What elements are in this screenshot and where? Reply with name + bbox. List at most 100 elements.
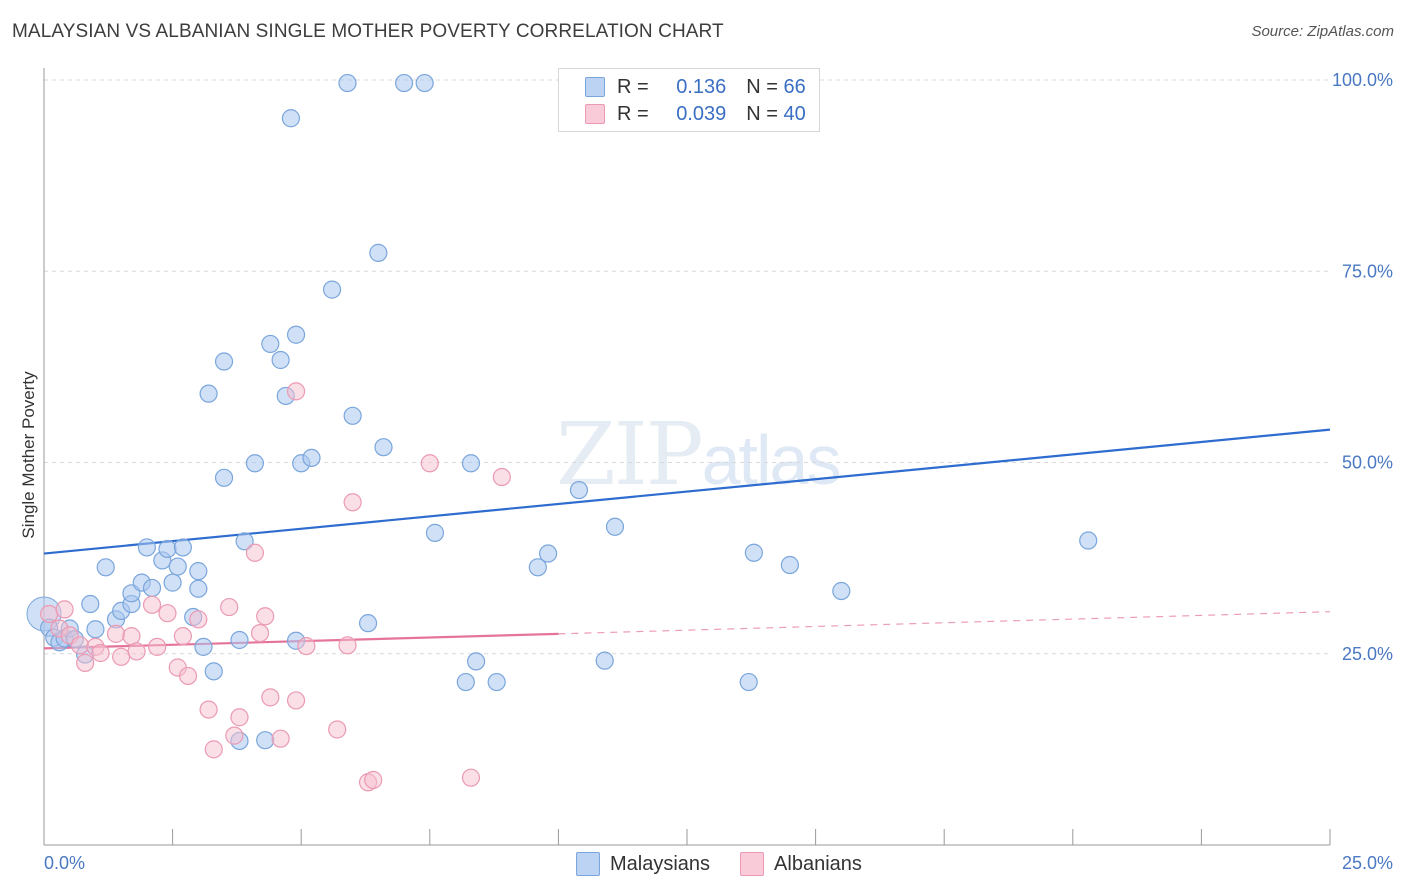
albanians-point bbox=[55, 600, 74, 619]
legend-swatch-pink bbox=[740, 852, 765, 876]
malaysians-point bbox=[230, 630, 249, 650]
albanians-point bbox=[420, 454, 439, 473]
albanians-point bbox=[40, 604, 59, 624]
legend-swatch-pink bbox=[585, 104, 605, 124]
albanians-point bbox=[338, 636, 357, 655]
malaysians-point bbox=[374, 438, 393, 457]
y-tick-label: 75.0% bbox=[1342, 261, 1393, 281]
malaysians-point bbox=[394, 73, 414, 93]
legend-r-label: R = bbox=[617, 102, 649, 125]
malaysians-point bbox=[539, 544, 558, 563]
malaysians-point bbox=[96, 558, 115, 577]
albanians-point bbox=[256, 607, 275, 626]
legend-r-label: R = bbox=[617, 75, 649, 98]
malaysians-point bbox=[168, 557, 187, 576]
malaysians-point bbox=[605, 517, 625, 536]
malaysians-point bbox=[466, 652, 486, 671]
albanians-point bbox=[204, 740, 223, 759]
legend-n-label: N = bbox=[746, 102, 778, 125]
malaysians-point bbox=[235, 532, 254, 551]
malaysians-point bbox=[214, 352, 234, 371]
legend-n-value: 40 bbox=[783, 102, 806, 125]
malaysians-point bbox=[302, 448, 321, 468]
y-axis-label: Single Mother Poverty bbox=[19, 371, 38, 539]
malaysians-point bbox=[415, 73, 434, 93]
albanians-point bbox=[91, 643, 110, 663]
trend-line-malaysians bbox=[43, 428, 1331, 555]
albanians-point bbox=[106, 624, 126, 643]
albanians-point bbox=[286, 382, 306, 401]
legend-label-malaysians: Malaysians bbox=[610, 852, 711, 875]
malaysians-point bbox=[189, 579, 208, 598]
albanians-point bbox=[76, 653, 95, 673]
malaysians-point bbox=[343, 406, 362, 425]
axes bbox=[43, 68, 1331, 846]
malaysians-point bbox=[245, 454, 265, 473]
albanians-point bbox=[178, 666, 198, 686]
albanians-point bbox=[328, 720, 347, 739]
malaysians-point bbox=[271, 350, 290, 370]
malaysians-point bbox=[214, 468, 234, 487]
malaysians-point bbox=[256, 731, 275, 750]
malaysians-point bbox=[461, 454, 481, 473]
malaysians-point bbox=[142, 578, 162, 598]
albanians-point bbox=[225, 726, 244, 745]
data-points bbox=[26, 73, 1098, 792]
legend-r-value: 0.039 bbox=[676, 102, 727, 125]
albanians-point bbox=[250, 623, 270, 643]
legend-r-value: 0.136 bbox=[676, 75, 727, 98]
legend-item-albanians[interactable]: Albanians bbox=[740, 852, 862, 876]
malaysians-point bbox=[189, 562, 208, 581]
legend-n-value: 66 bbox=[783, 75, 806, 98]
albanians-point bbox=[122, 627, 141, 646]
legend-row-albanians: R = 0.039 N = 40 bbox=[585, 100, 806, 128]
albanians-point bbox=[492, 467, 511, 487]
albanians-point bbox=[158, 604, 177, 623]
albanians-point bbox=[189, 610, 208, 629]
malaysians-point bbox=[86, 620, 105, 639]
malaysians-point bbox=[456, 672, 475, 692]
malaysians-point bbox=[204, 662, 223, 681]
y-tick-label: 100.0% bbox=[1332, 70, 1393, 90]
source-label: Source: ZipAtlas.com bbox=[1251, 23, 1394, 40]
legend-item-malaysians[interactable]: Malaysians bbox=[576, 852, 710, 876]
malaysians-point bbox=[199, 384, 218, 403]
malaysians-point bbox=[137, 538, 156, 557]
trend-line-albanians-projection bbox=[558, 611, 1331, 635]
malaysians-point bbox=[286, 325, 306, 344]
malaysians-point bbox=[173, 538, 192, 557]
y-tick-label: 50.0% bbox=[1342, 453, 1393, 473]
albanians-point bbox=[148, 637, 167, 656]
albanians-point bbox=[271, 729, 290, 748]
albanians-point bbox=[461, 768, 481, 787]
malaysians-point bbox=[163, 573, 182, 592]
watermark-atlas: atlas bbox=[701, 421, 842, 499]
albanians-point bbox=[173, 627, 192, 646]
albanians-point bbox=[364, 770, 383, 790]
malaysians-point bbox=[487, 672, 506, 692]
malaysians-point bbox=[780, 555, 799, 575]
albanians-point bbox=[199, 700, 218, 719]
albanians-point bbox=[230, 708, 249, 727]
malaysians-point bbox=[832, 581, 851, 601]
malaysians-point bbox=[338, 73, 357, 93]
albanians-point bbox=[142, 595, 162, 614]
albanians-point bbox=[112, 647, 131, 666]
malaysians-point bbox=[744, 543, 763, 562]
legend-swatch-blue bbox=[576, 852, 600, 876]
malaysians-point bbox=[739, 672, 758, 692]
tick-labels: 25.0% 50.0% 75.0% 100.0% 0.0% 25.0% bbox=[44, 70, 1393, 873]
albanians-point bbox=[297, 636, 316, 656]
albanians-point bbox=[127, 642, 146, 661]
malaysians-point bbox=[425, 523, 445, 542]
albanians-point bbox=[70, 636, 90, 655]
malaysians-point bbox=[1079, 531, 1098, 550]
albanians-point bbox=[286, 691, 306, 710]
x-tick-label: 0.0% bbox=[44, 853, 85, 873]
malaysians-point bbox=[569, 480, 589, 500]
malaysians-point bbox=[358, 614, 378, 633]
malaysians-point bbox=[528, 558, 547, 577]
series-legend: Malaysians Albanians bbox=[576, 852, 892, 876]
correlation-legend: R = 0.136 N = 66 R = 0.039 N = 40 bbox=[558, 68, 820, 132]
